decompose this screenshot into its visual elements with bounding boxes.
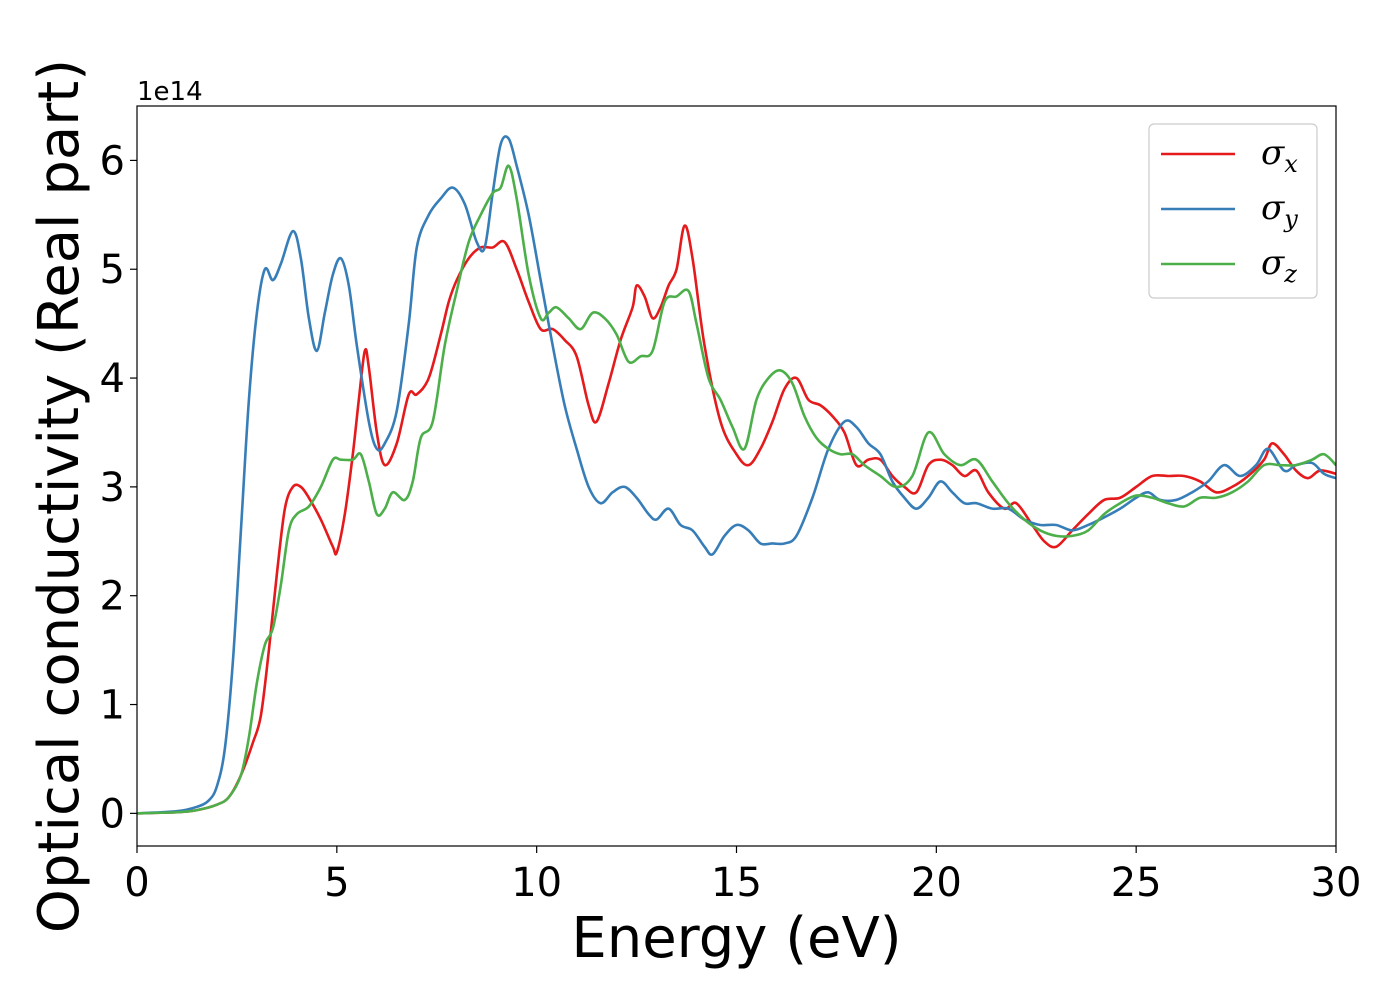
y-tick-label: 0 xyxy=(100,791,125,837)
series-line-y xyxy=(137,135,1336,815)
x-tick-label: 20 xyxy=(911,860,962,906)
x-tick-label: 10 xyxy=(511,860,562,906)
y-tick-label: 6 xyxy=(100,138,125,184)
x-axis-ticks: 0 5 10 15 20 25 30 xyxy=(124,846,1361,906)
y-tick-label: 2 xyxy=(100,574,125,620)
y-axis-ticks: 0 1 2 3 4 5 6 xyxy=(100,138,137,837)
y-tick-label: 4 xyxy=(100,356,125,402)
x-tick-label: 30 xyxy=(1311,860,1362,906)
y-tick-label: 1 xyxy=(100,683,125,729)
x-tick-label: 0 xyxy=(124,860,149,906)
y-tick-label: 5 xyxy=(100,247,125,293)
series-line-x xyxy=(137,224,1336,815)
y-tick-label: 3 xyxy=(100,465,125,511)
x-tick-label: 15 xyxy=(711,860,762,906)
y-axis-title: Optical conductivity (Real part) xyxy=(27,59,92,933)
x-axis-title: Energy (eV) xyxy=(571,906,901,971)
x-tick-label: 25 xyxy=(1111,860,1162,906)
series-layer xyxy=(137,135,1336,815)
y-offset-label: 1e14 xyxy=(137,77,203,107)
legend-box xyxy=(1148,123,1318,299)
x-tick-label: 5 xyxy=(324,860,349,906)
series-line-z xyxy=(137,164,1336,815)
